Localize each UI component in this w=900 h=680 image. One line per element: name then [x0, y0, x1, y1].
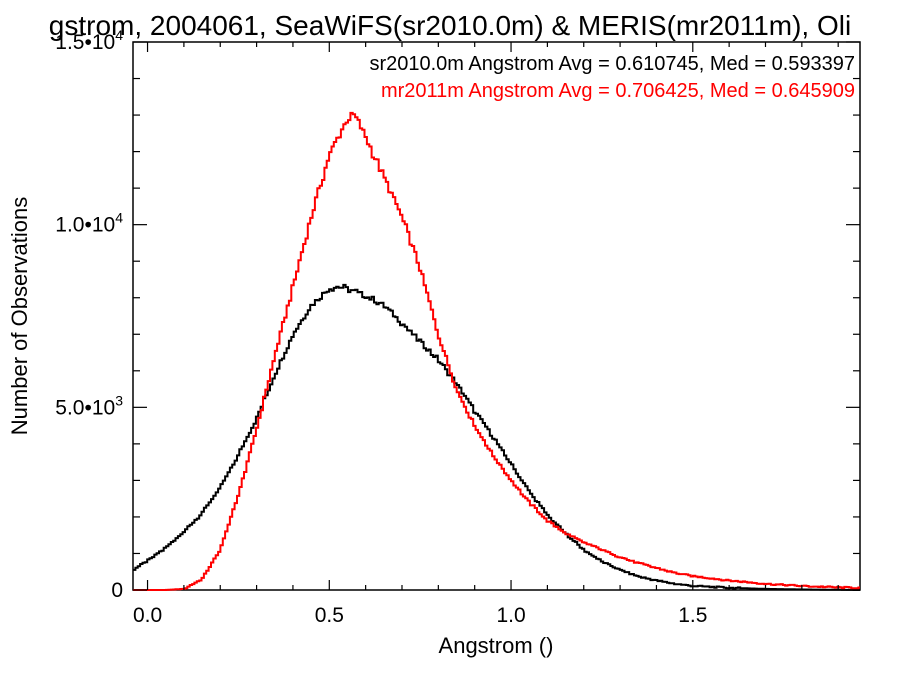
x-tick-label: 1.0 — [496, 604, 525, 627]
x-tick-label: 1.5 — [678, 604, 707, 627]
series-sr2010-histogram — [133, 283, 860, 591]
y-tick-label: 1.5•104 — [55, 27, 123, 54]
x-axis-label: Angstrom () — [439, 633, 554, 658]
y-axis-label: Number of Observations — [7, 197, 32, 435]
x-tick-label: 0.0 — [133, 604, 162, 627]
y-tick-label: 0 — [111, 579, 123, 602]
series-layer — [133, 111, 860, 591]
series-mr2011-histogram — [133, 111, 860, 591]
tick-layer: 0.0 0.5 1.0 1.5 0 5.0•103 1.0•104 1.5•104 — [55, 27, 860, 627]
y-tick-label: 1.0•104 — [55, 210, 123, 237]
legend-entry-mr2011: mr2011m Angstrom Avg = 0.706425, Med = 0… — [381, 80, 855, 102]
y-tick-label: 5.0•103 — [55, 392, 123, 419]
chart-title: gstrom, 2004061, SeaWiFS(sr2010.0m) & ME… — [49, 10, 851, 41]
x-tick-label: 0.5 — [315, 604, 344, 627]
legend-entry-sr2010: sr2010.0m Angstrom Avg = 0.610745, Med =… — [369, 53, 855, 75]
legend: sr2010.0m Angstrom Avg = 0.610745, Med =… — [369, 53, 855, 102]
plot-area-frame — [132, 41, 861, 591]
